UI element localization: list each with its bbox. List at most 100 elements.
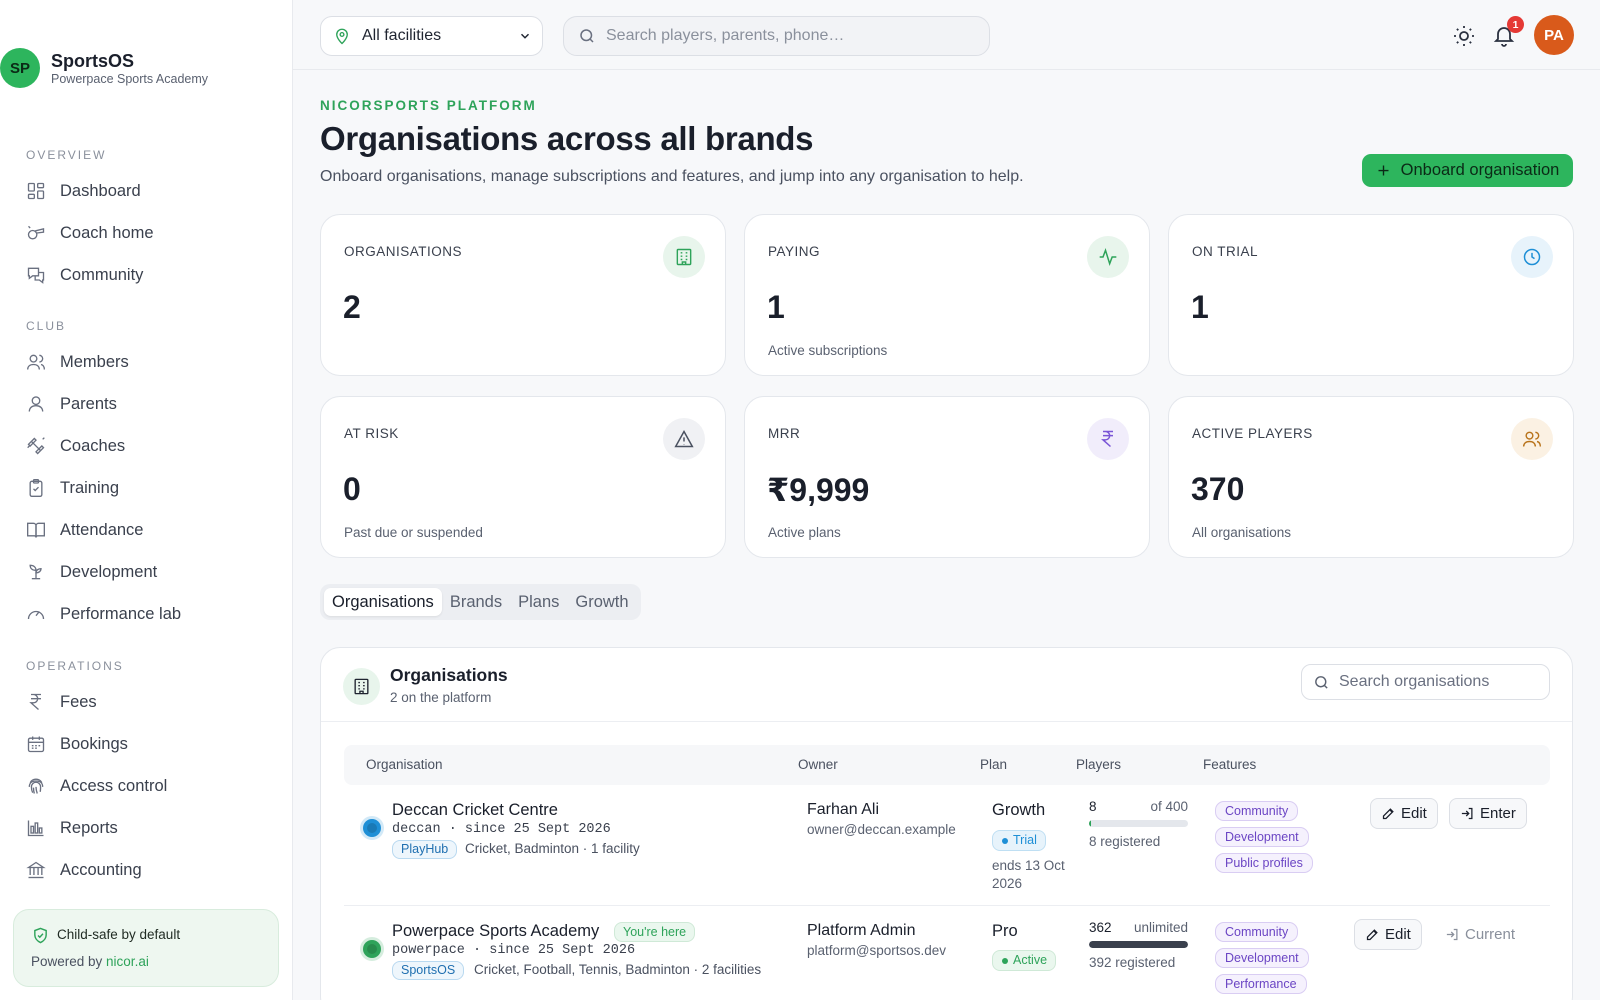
global-search-input[interactable] — [606, 27, 966, 45]
owner-email: platform@sportsos.dev — [807, 943, 947, 958]
tab-growth[interactable]: Growth — [575, 593, 629, 611]
column-features: Features — [1203, 757, 1257, 772]
edit-button[interactable]: Edit — [1370, 798, 1438, 829]
notification-badge: 1 — [1507, 16, 1524, 33]
org-slug: powerpace · since 25 Sept 2026 — [392, 943, 636, 958]
sidebar-item-label: Access control — [60, 776, 168, 795]
avatar[interactable]: PA — [1534, 15, 1574, 55]
sidebar-item-parents[interactable]: Parents — [26, 390, 117, 418]
panel-title: Organisations — [390, 665, 508, 685]
edit-button[interactable]: Edit — [1354, 919, 1422, 950]
search-icon — [578, 27, 596, 45]
stat-icon-wrap — [1511, 418, 1553, 460]
players-progress-fill — [1089, 941, 1188, 948]
feature-chip: Public profiles — [1215, 853, 1313, 873]
search-icon — [1313, 674, 1330, 691]
pulse-icon — [1098, 247, 1118, 267]
stat-label: ACTIVE PLAYERS — [1192, 426, 1313, 441]
sidebar-item-attendance[interactable]: Attendance — [26, 516, 143, 544]
feature-chip: Community — [1215, 922, 1299, 942]
enter-label: Enter — [1480, 805, 1516, 822]
tab-organisations[interactable]: Organisations — [324, 588, 442, 616]
book-icon — [26, 520, 46, 540]
sidebar-item-label: Coaches — [60, 436, 126, 455]
sidebar-item-reports[interactable]: Reports — [26, 814, 118, 842]
child-safe-title: Child-safe by default — [57, 927, 181, 942]
players-cap: of 400 — [1150, 799, 1188, 814]
sprout-icon — [26, 562, 46, 582]
stat-card-on-trial: ON TRIAL 1 — [1168, 214, 1574, 376]
dashboard-icon — [26, 181, 46, 201]
players-progress — [1089, 820, 1188, 827]
users-icon — [1522, 429, 1542, 449]
tab-brands[interactable]: Brands — [449, 593, 503, 611]
org-name: Powerpace Sports Academy — [392, 922, 600, 940]
users-icon — [26, 352, 46, 372]
sidebar-item-label: Attendance — [60, 520, 144, 539]
org-name: Deccan Cricket Centre — [392, 801, 558, 819]
rupee-icon — [1098, 429, 1118, 449]
topbar: All facilities 1 PA — [293, 0, 1600, 70]
stat-icon-wrap — [663, 236, 705, 278]
feature-chip: Community — [1215, 801, 1299, 821]
stat-icon-wrap — [1087, 418, 1129, 460]
powered-by-prefix: Powered by — [31, 954, 107, 969]
sidebar-item-bookings[interactable]: Bookings — [26, 730, 128, 758]
chevron-down-icon — [518, 29, 532, 43]
app-name: SportsOS — [51, 50, 135, 71]
stat-value: 2 — [343, 289, 361, 325]
sidebar-item-training[interactable]: Training — [26, 474, 119, 502]
plan-status-chip: Active — [992, 950, 1057, 971]
players-count: 8 — [1089, 799, 1097, 814]
sidebar-item-label: Coach home — [60, 223, 154, 242]
stat-note: Active plans — [768, 525, 841, 540]
status-dot — [363, 819, 381, 837]
enter-button[interactable]: Enter — [1449, 798, 1527, 829]
sidebar-item-coach-home[interactable]: Coach home — [26, 219, 154, 247]
brand-logo: SP — [0, 48, 40, 88]
facility-select-value: All facilities — [362, 27, 442, 44]
sidebar-item-performance-lab[interactable]: Performance lab — [26, 600, 181, 628]
stat-icon-wrap — [663, 418, 705, 460]
plus-icon — [1376, 163, 1391, 178]
sun-icon[interactable] — [1452, 24, 1476, 48]
players-registered: 392 registered — [1089, 955, 1176, 970]
organisations-search-input[interactable] — [1339, 673, 1539, 691]
nicor-link[interactable]: nicor.ai — [106, 954, 149, 969]
sidebar-item-development[interactable]: Development — [26, 558, 157, 586]
tab-plans[interactable]: Plans — [518, 593, 560, 611]
plan-name: Pro — [992, 922, 1018, 940]
brand-chip: SportsOS — [392, 961, 465, 980]
status-dot — [363, 940, 381, 958]
sidebar-item-community[interactable]: Community — [26, 261, 143, 289]
org-meta: Cricket, Badminton · 1 facility — [465, 841, 640, 856]
plan-ends: ends 13 Oct 2026 — [992, 858, 1065, 891]
players-registered: 8 registered — [1089, 834, 1161, 849]
sidebar-item-coaches[interactable]: Coaches — [26, 432, 125, 460]
sidebar-item-label: Bookings — [60, 734, 128, 753]
onboard-organisation-button[interactable]: Onboard organisation — [1362, 154, 1573, 187]
row-divider — [344, 905, 1550, 906]
sidebar-item-label: Accounting — [60, 860, 142, 879]
column-players: Players — [1076, 757, 1122, 772]
bell-icon[interactable] — [1492, 23, 1516, 47]
facility-select[interactable]: All facilities — [320, 16, 543, 56]
calendar-icon — [26, 734, 46, 754]
sidebar-item-dashboard[interactable]: Dashboard — [26, 177, 141, 205]
sidebar-item-accounting[interactable]: Accounting — [26, 856, 142, 884]
column-plan: Plan — [980, 757, 1008, 772]
brand[interactable]: SP SportsOS Powerpace Sports Academy — [0, 48, 208, 88]
sidebar-item-access-control[interactable]: Access control — [26, 772, 167, 800]
sidebar-item-fees[interactable]: Fees — [26, 688, 97, 716]
stat-value: 1 — [767, 289, 785, 325]
current-org-badge: You're here — [614, 922, 696, 942]
players-progress — [1089, 941, 1188, 948]
clock-icon — [1522, 247, 1542, 267]
sidebar-item-label: Dashboard — [60, 181, 141, 200]
building-icon — [352, 677, 371, 696]
panel-icon-wrap — [343, 668, 380, 705]
column-owner: Owner — [798, 757, 838, 772]
stat-value: 370 — [1191, 471, 1245, 507]
brand-chip: PlayHub — [392, 840, 458, 859]
sidebar-item-members[interactable]: Members — [26, 348, 129, 376]
